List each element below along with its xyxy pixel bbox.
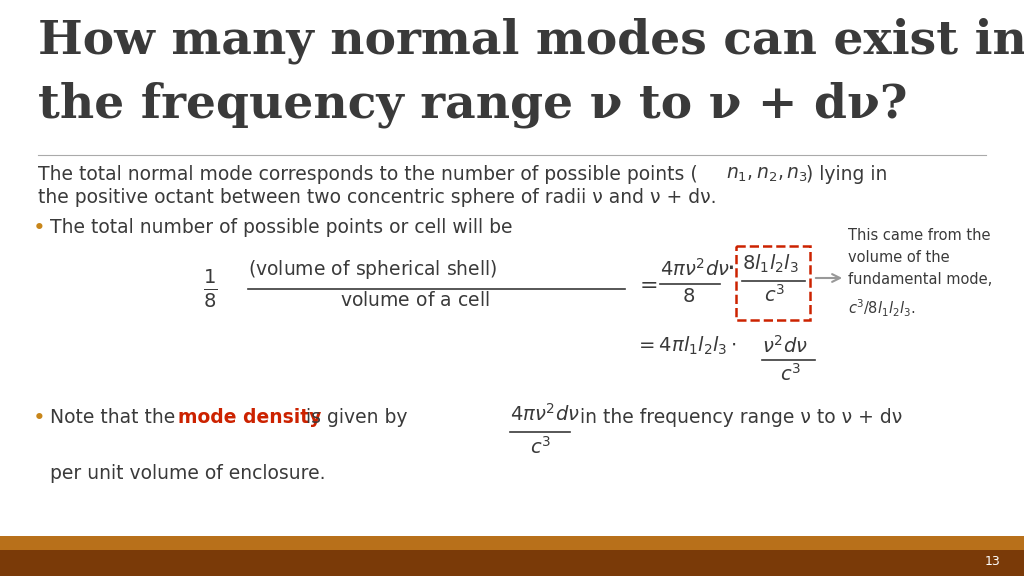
Text: $\left(\mathrm{volume\ of\ spherical\ shell}\right)$: $\left(\mathrm{volume\ of\ spherical\ sh… [248, 258, 498, 281]
Text: $\cdot$: $\cdot$ [726, 254, 734, 282]
Text: $\frac{1}{8}$: $\frac{1}{8}$ [203, 268, 217, 310]
Text: 13: 13 [984, 555, 1000, 568]
Text: $4\pi\nu^2 d\nu$: $4\pi\nu^2 d\nu$ [660, 258, 730, 280]
Text: $8l_1l_2l_3$: $8l_1l_2l_3$ [742, 253, 799, 275]
Text: •: • [33, 408, 46, 428]
Text: Note that the: Note that the [50, 408, 181, 427]
Text: mode density: mode density [178, 408, 322, 427]
Text: ) lying in: ) lying in [806, 165, 888, 184]
Bar [0, 536, 1024, 576]
Text: This came from the
volume of the
fundamental mode,
$c^3/8l_1l_2l_3$.: This came from the volume of the fundame… [848, 228, 992, 319]
Text: the positive octant between two concentric sphere of radii ν and ν + dν.: the positive octant between two concentr… [38, 188, 717, 207]
Text: $\nu^2 d\nu$: $\nu^2 d\nu$ [762, 335, 808, 357]
Text: $c^3$: $c^3$ [530, 436, 551, 458]
Text: $=$: $=$ [635, 274, 657, 294]
Text: $8$: $8$ [682, 287, 695, 306]
Text: $\mathrm{volume\ of\ a\ cell}$: $\mathrm{volume\ of\ a\ cell}$ [340, 291, 489, 310]
Text: $c^3$: $c^3$ [780, 363, 801, 385]
Text: $c^3$: $c^3$ [764, 284, 785, 306]
Text: The total normal mode corresponds to the number of possible points (: The total normal mode corresponds to the… [38, 165, 697, 184]
Text: $n_1, n_2, n_3$: $n_1, n_2, n_3$ [726, 165, 808, 184]
Text: The total number of possible points or cell will be: The total number of possible points or c… [50, 218, 512, 237]
Text: per unit volume of enclosure.: per unit volume of enclosure. [50, 464, 326, 483]
Text: in the frequency range ν to ν + dν: in the frequency range ν to ν + dν [580, 408, 902, 427]
Text: the frequency range ν to ν + dν?: the frequency range ν to ν + dν? [38, 82, 907, 128]
Text: $= 4\pi l_1 l_2 l_3 \cdot$: $= 4\pi l_1 l_2 l_3 \cdot$ [635, 335, 737, 357]
Text: •: • [33, 218, 46, 238]
Text: $4\pi\nu^2 d\nu$: $4\pi\nu^2 d\nu$ [510, 403, 580, 425]
Bar [0, 550, 1024, 576]
Text: is given by: is given by [300, 408, 408, 427]
Text: How many normal modes can exist in: How many normal modes can exist in [38, 18, 1024, 65]
